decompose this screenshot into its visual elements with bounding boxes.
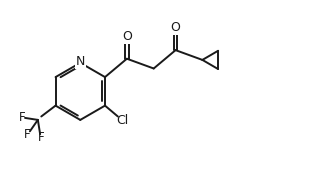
Text: O: O [171,21,181,34]
Text: F: F [38,131,45,144]
Text: F: F [24,128,30,141]
Text: Cl: Cl [116,114,128,127]
Text: F: F [19,111,25,124]
Text: O: O [122,30,132,43]
Text: N: N [76,55,85,68]
